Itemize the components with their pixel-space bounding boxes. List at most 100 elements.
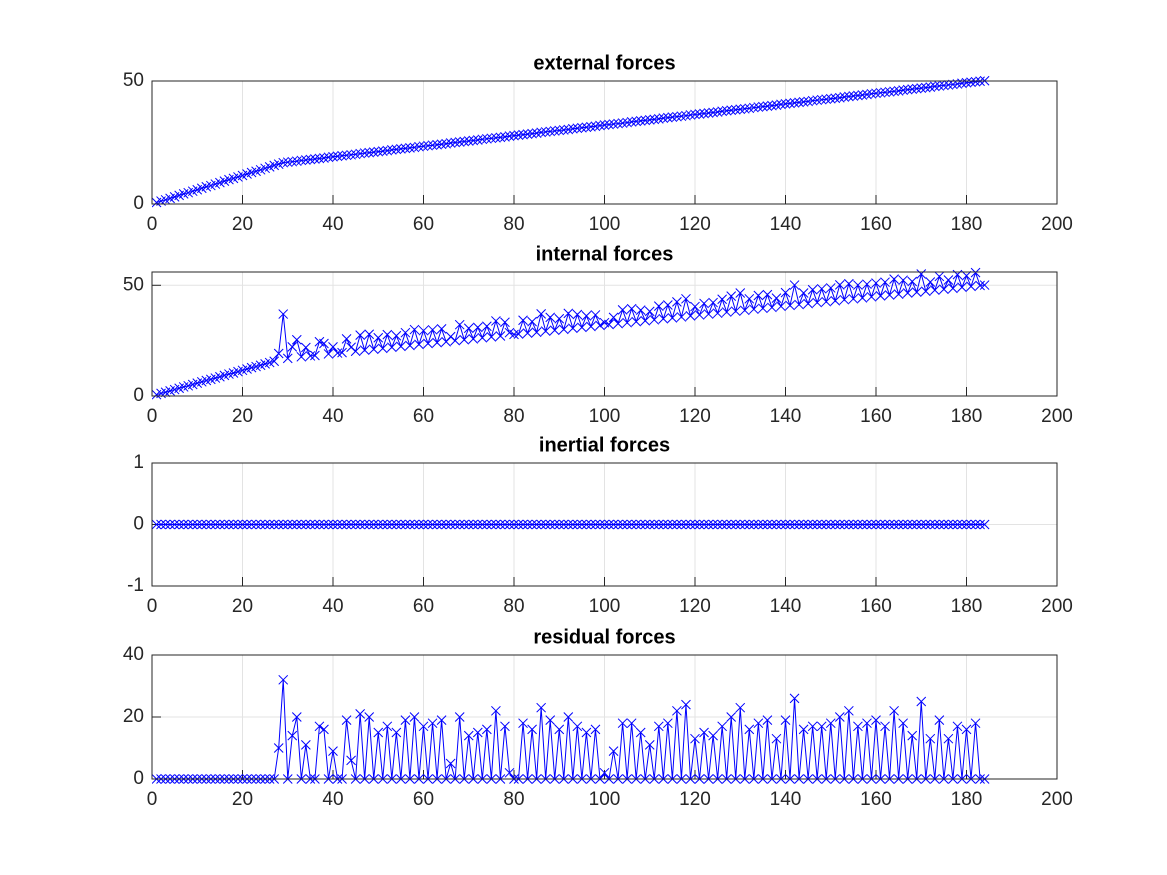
marker [948,283,958,294]
marker [889,519,899,530]
marker [662,112,673,123]
marker [215,519,225,530]
marker [789,693,800,704]
marker [391,144,402,155]
marker [427,324,438,335]
marker [712,107,723,117]
marker [676,519,687,530]
marker [282,353,293,364]
chart-title: residual forces [533,626,675,648]
marker [513,130,524,140]
marker [251,519,261,530]
marker [269,356,280,367]
y-tick-label: 20 [123,706,144,727]
marker [776,519,786,530]
marker [536,702,547,713]
marker [753,102,764,112]
x-tick-label: 40 [322,596,343,617]
x-tick-label: 120 [679,406,711,427]
marker [785,519,795,530]
marker [459,136,470,147]
marker [803,519,813,530]
marker [337,150,347,161]
marker [825,519,836,530]
marker [531,128,542,139]
marker [812,519,823,530]
marker [486,519,497,530]
marker [753,519,764,530]
marker [377,343,388,354]
marker [622,519,632,530]
marker [459,334,470,345]
marker [400,715,411,725]
marker [961,519,972,530]
marker [916,696,927,707]
marker [291,156,302,167]
marker [454,712,465,722]
marker [771,733,782,744]
marker [672,111,682,122]
marker [472,519,483,530]
marker [699,108,709,119]
marker [405,519,415,530]
marker [504,131,515,141]
marker [463,136,474,146]
marker [626,718,637,729]
marker [717,721,728,732]
marker [672,705,682,716]
x-tick-label: 160 [860,214,892,235]
marker [735,702,746,713]
marker [644,306,655,317]
marker [350,346,361,357]
marker [925,277,936,287]
marker [445,519,456,530]
marker [536,519,547,530]
marker [825,283,836,293]
marker [328,519,338,530]
marker [341,519,352,530]
marker [767,302,777,313]
marker [414,141,424,152]
marker [332,151,343,162]
marker [843,519,854,530]
marker [513,329,524,339]
marker [667,519,678,530]
marker [911,519,922,530]
marker [590,519,601,530]
marker [319,519,329,530]
marker [382,721,393,732]
marker [581,310,592,321]
marker [527,128,537,139]
marker [577,122,587,133]
marker [681,519,691,530]
marker [970,718,981,729]
marker [907,519,918,530]
marker [617,118,628,128]
marker [821,296,832,307]
marker [825,93,836,104]
marker [567,123,578,134]
marker [355,330,366,340]
marker [531,327,542,338]
marker [893,289,904,299]
marker [364,329,375,340]
marker [939,80,949,91]
marker [635,519,646,530]
marker [694,109,705,119]
x-tick-label: 20 [232,789,253,810]
marker [391,519,402,530]
marker [839,519,850,530]
marker [341,334,352,344]
marker [653,114,664,124]
marker [495,331,506,341]
marker [902,288,913,298]
marker [314,519,325,530]
marker [436,715,447,725]
x-tick-label: 200 [1041,406,1073,427]
marker [812,95,823,106]
marker [296,351,307,362]
marker [640,519,651,530]
marker [708,297,718,308]
marker [368,147,379,157]
marker [871,715,881,725]
